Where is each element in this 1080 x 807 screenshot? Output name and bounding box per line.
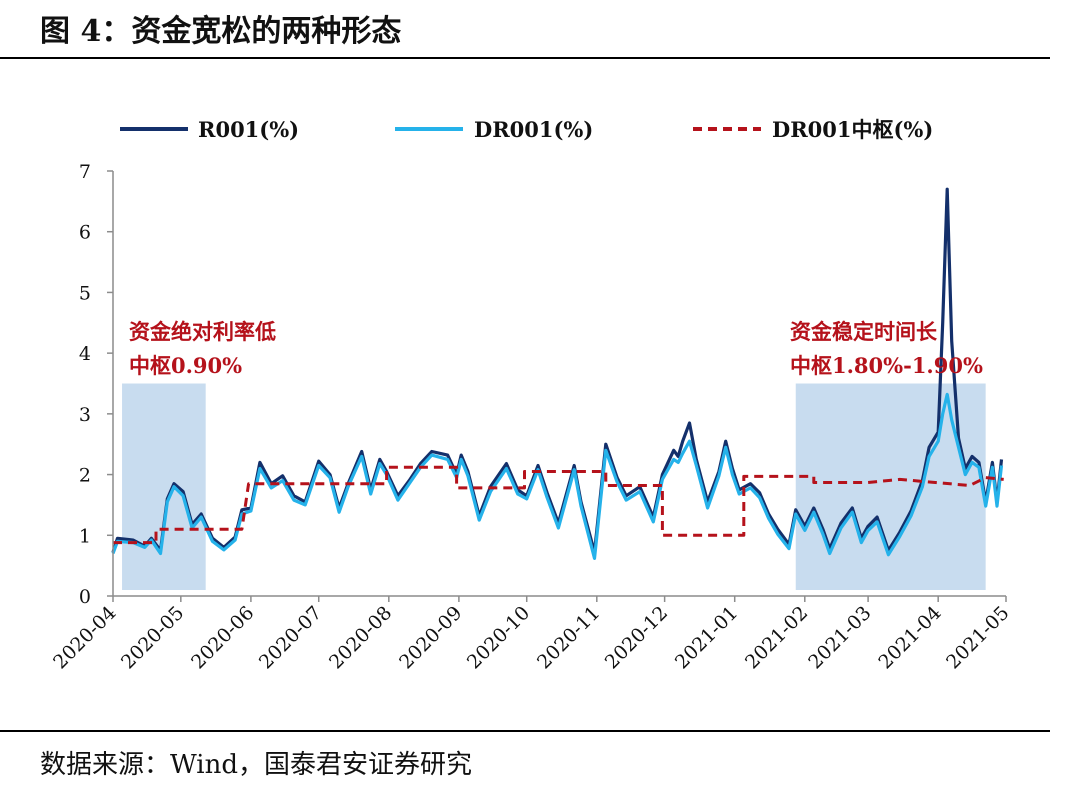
x-tick-label: 2020-10: [463, 602, 534, 673]
x-tick-label: 2021-02: [741, 602, 812, 673]
annotation-2-line-1: 资金稳定时间长: [790, 319, 938, 344]
y-tick-label: 2: [79, 465, 91, 487]
top-rule: [0, 57, 1050, 59]
y-tick-label: 0: [79, 586, 91, 608]
figure-title: 图 4：资金宽松的两种形态: [40, 14, 402, 49]
x-tick-label: 2020-07: [255, 602, 326, 673]
legend-label-1: R001(%): [198, 117, 299, 142]
y-tick-label: 7: [79, 161, 91, 183]
annotation-1-line-1: 资金绝对利率低: [129, 319, 276, 344]
x-tick-label: 2020-04: [49, 602, 120, 673]
x-tick-label: 2020-11: [533, 602, 604, 673]
y-tick-label: 6: [79, 222, 91, 244]
y-tick-label: 3: [79, 404, 91, 426]
y-tick-label: 1: [79, 525, 91, 547]
x-tick-label: 2021-03: [804, 602, 875, 673]
legend: R001(%) DR001(%) DR001中枢(%): [120, 117, 933, 142]
highlight-regions: [122, 383, 986, 590]
x-tick-label: 2021-05: [942, 602, 1013, 673]
x-tick-label: 2020-05: [117, 602, 188, 673]
y-tick-label: 5: [79, 282, 91, 304]
legend-label-2: DR001(%): [474, 117, 593, 142]
series-line-3: [113, 465, 1004, 545]
series-layer: [111, 187, 1004, 561]
annotation-2-line-2: 中枢1.80%-1.90%: [790, 353, 983, 378]
x-tick-label: 2020-09: [395, 602, 466, 673]
bottom-rule: [0, 730, 1050, 732]
x-tick-label: 2020-06: [187, 602, 258, 673]
highlight-region-1: [122, 383, 206, 590]
annotation-1-line-2: 中枢0.90%: [129, 353, 242, 378]
x-tick-label: 2021-01: [671, 602, 742, 673]
series-line-2: [111, 392, 1004, 561]
chart: 012345672020-042020-052020-062020-072020…: [49, 117, 1013, 673]
x-tick-label: 2020-08: [325, 602, 396, 673]
highlight-region-2: [795, 383, 986, 590]
legend-label-3: DR001中枢(%): [772, 117, 933, 142]
source-note: 数据来源：Wind，国泰君安证券研究: [40, 750, 472, 780]
x-tick-label: 2020-12: [601, 602, 672, 673]
x-tick-label: 2021-04: [874, 602, 945, 673]
y-tick-label: 4: [79, 343, 91, 365]
